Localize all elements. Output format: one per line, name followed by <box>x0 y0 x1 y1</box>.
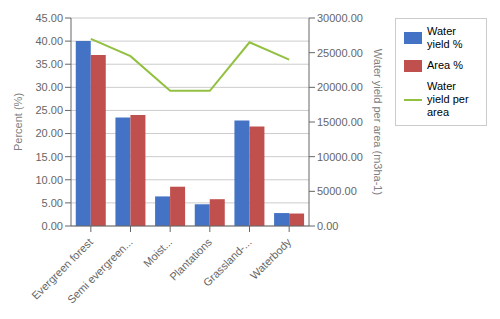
svg-text:Water yield per area (m3ha-1): Water yield per area (m3ha-1) <box>372 49 384 195</box>
svg-text:30.00: 30.00 <box>35 81 63 93</box>
svg-text:40.00: 40.00 <box>35 35 63 47</box>
html-text:Water yield per area: Water yield per area <box>427 80 469 118</box>
svg-text:15.00: 15.00 <box>35 151 63 163</box>
svg-text:35.00: 35.00 <box>35 58 63 70</box>
svg-text:20000.00: 20000.00 <box>317 81 363 93</box>
svg-text:5000.00: 5000.00 <box>317 185 357 197</box>
svg-text:10.00: 10.00 <box>35 174 63 186</box>
svg-text:5.00: 5.00 <box>42 197 63 209</box>
svg-text:Evergreen forest: Evergreen forest <box>29 235 96 302</box>
svg-text:Percent (%): Percent (%) <box>12 93 24 151</box>
svg-text:20.00: 20.00 <box>35 127 63 139</box>
svg-text:10000.00: 10000.00 <box>317 151 363 163</box>
svg-text:15000.00: 15000.00 <box>317 116 363 128</box>
html-text:Area %: Area % <box>427 59 464 71</box>
svg-text:Waterbody: Waterbody <box>248 235 294 281</box>
svg-text:Semi evergreen...: Semi evergreen... <box>65 236 135 306</box>
svg-text:0.00: 0.00 <box>42 220 63 232</box>
html-text:Water yield %: Water yield % <box>427 25 463 50</box>
svg-text:Grassland-...: Grassland-... <box>201 236 254 289</box>
svg-text:25000.00: 25000.00 <box>317 47 363 59</box>
svg-text:45.00: 45.00 <box>35 12 63 24</box>
svg-text:25.00: 25.00 <box>35 104 63 116</box>
svg-text:30000.00: 30000.00 <box>317 12 363 24</box>
svg-text:0.00: 0.00 <box>317 220 338 232</box>
svg-text:Moist...: Moist... <box>141 236 175 270</box>
svg-text:Plantations: Plantations <box>167 235 215 283</box>
